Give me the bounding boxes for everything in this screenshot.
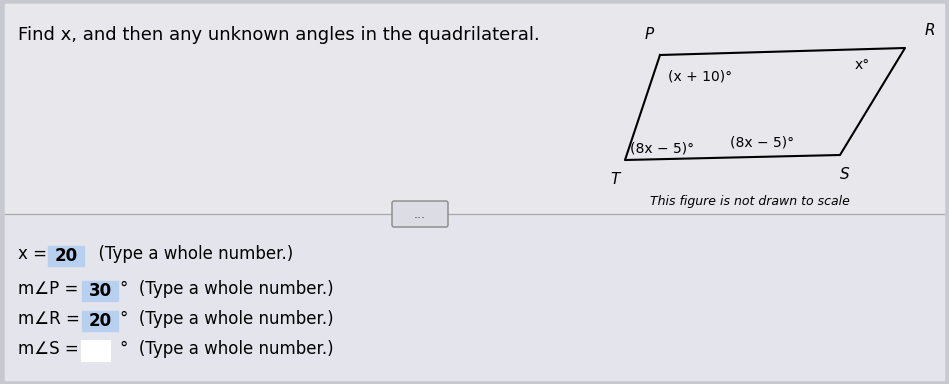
FancyBboxPatch shape xyxy=(392,201,448,227)
Text: 30: 30 xyxy=(88,282,112,300)
Text: °  (Type a whole number.): ° (Type a whole number.) xyxy=(120,280,334,298)
Text: °  (Type a whole number.): ° (Type a whole number.) xyxy=(120,310,334,328)
Text: x°: x° xyxy=(855,58,870,72)
Text: (8x − 5)°: (8x − 5)° xyxy=(630,141,694,155)
Bar xyxy=(5,214,944,380)
Text: 20: 20 xyxy=(54,247,78,265)
Text: (Type a whole number.): (Type a whole number.) xyxy=(88,245,293,263)
Bar xyxy=(48,246,84,266)
Text: T: T xyxy=(610,172,620,187)
Bar xyxy=(82,311,118,331)
Text: (8x − 5)°: (8x − 5)° xyxy=(730,136,794,150)
Text: Find x, and then any unknown angles in the quadrilateral.: Find x, and then any unknown angles in t… xyxy=(18,26,540,44)
Text: x =: x = xyxy=(18,245,52,263)
Text: m∠S =: m∠S = xyxy=(18,340,84,358)
Text: (x + 10)°: (x + 10)° xyxy=(668,69,732,83)
Bar xyxy=(82,281,118,301)
Text: ...: ... xyxy=(414,207,426,220)
Text: This figure is not drawn to scale: This figure is not drawn to scale xyxy=(650,195,850,208)
Bar xyxy=(82,341,110,361)
Text: R: R xyxy=(925,23,936,38)
Text: P: P xyxy=(645,27,654,42)
Bar xyxy=(5,4,944,214)
Text: m∠P =: m∠P = xyxy=(18,280,84,298)
Text: m∠R =: m∠R = xyxy=(18,310,85,328)
Text: S: S xyxy=(840,167,849,182)
Text: °  (Type a whole number.): ° (Type a whole number.) xyxy=(120,340,334,358)
Text: 20: 20 xyxy=(88,312,112,330)
